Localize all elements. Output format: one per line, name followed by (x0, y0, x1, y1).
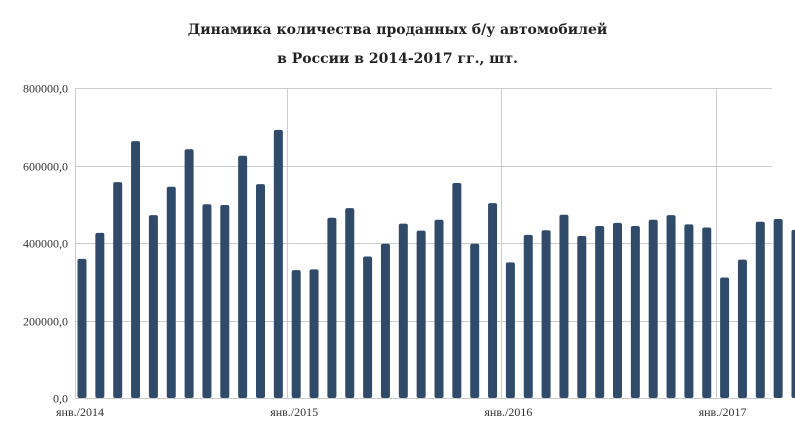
bar (773, 218, 783, 398)
bar (184, 149, 194, 398)
bar (452, 182, 462, 398)
bar (77, 258, 87, 398)
bar (327, 217, 337, 398)
bar (613, 222, 622, 398)
bar (684, 224, 694, 398)
bar (559, 214, 569, 398)
bar (416, 230, 426, 398)
bar (755, 221, 765, 398)
bar (113, 182, 123, 398)
bar (720, 277, 730, 398)
x-tick-label: янв./2014 (56, 405, 104, 419)
x-tick-label: янв./2017 (699, 405, 747, 419)
bar-layer (77, 129, 795, 399)
bar (131, 141, 141, 398)
bar (702, 227, 712, 398)
bar (488, 203, 498, 398)
bar (595, 225, 605, 398)
bar (309, 269, 319, 398)
bar (95, 232, 105, 398)
y-tick-label: 0,0 (53, 392, 68, 406)
bar (505, 262, 515, 399)
chart-subtitle: в России в 2014-2017 гг., шт. (277, 51, 518, 67)
bar (291, 270, 301, 399)
bar (166, 186, 176, 398)
bar (791, 229, 795, 398)
x-tick-label: янв./2016 (484, 405, 532, 419)
bar (470, 243, 480, 398)
bar (541, 230, 551, 398)
bar (666, 215, 676, 398)
bar (398, 223, 408, 399)
bar (363, 256, 373, 398)
bar (737, 259, 747, 398)
chart-title-block: Динамика количества проданных б/у автомо… (0, 16, 795, 74)
x-tick-label: янв./2015 (270, 405, 318, 419)
bar (220, 205, 230, 398)
bar (380, 243, 390, 398)
bar (256, 184, 265, 398)
chart-title: Динамика количества проданных б/у автомо… (187, 22, 608, 38)
y-tick-label: 600000,0 (23, 160, 68, 174)
bar (648, 219, 658, 398)
y-tick-label: 200000,0 (23, 315, 68, 329)
bar (523, 234, 533, 398)
bar (202, 204, 212, 398)
y-tick-label: 800000,0 (23, 82, 68, 96)
y-tick-label: 400000,0 (23, 237, 68, 251)
bar (630, 225, 640, 398)
bar (434, 219, 444, 398)
axis-layer: 0,0 200000,0 400000,0 600000,0 800000,0 янв./… (23, 82, 747, 420)
bar (148, 215, 158, 398)
bar (238, 155, 248, 398)
bar (273, 129, 283, 398)
bar (345, 208, 355, 399)
bar (577, 236, 587, 398)
